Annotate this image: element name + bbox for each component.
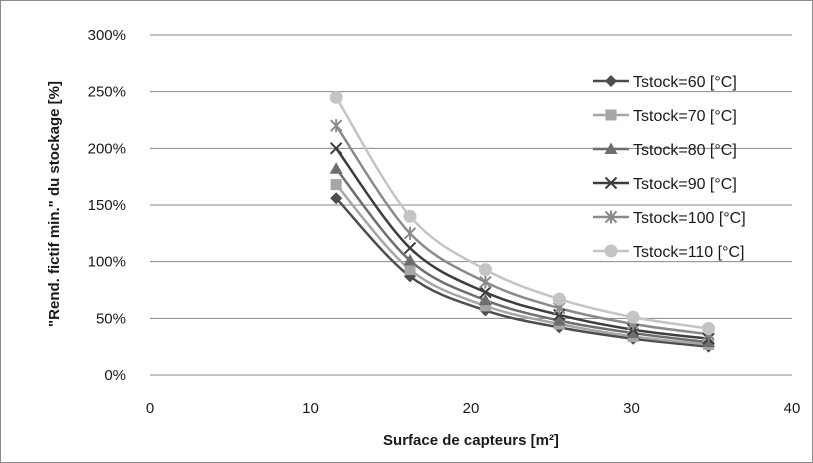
legend: Tstock=60 [°C] Tstock=70 [°C] Tstock=80 [°… — [593, 74, 746, 261]
data-point — [329, 90, 343, 104]
legend-item: Tstock=90 [°C] — [593, 176, 737, 193]
data-point — [626, 310, 640, 324]
x-tick-label: 0 — [146, 400, 154, 417]
data-point — [404, 264, 416, 276]
legend-label: Tstock=80 [°C] — [633, 142, 737, 159]
x-tick-label: 30 — [623, 400, 640, 417]
y-tick-label: 200% — [88, 140, 126, 157]
y-tick-label: 100% — [88, 254, 126, 271]
legend-item: Tstock=80 [°C] — [593, 142, 737, 159]
data-point — [403, 241, 417, 255]
legend-label: Tstock=100 [°C] — [633, 210, 746, 227]
data-point — [552, 314, 566, 326]
legend-item: Tstock=60 [°C] — [593, 74, 737, 91]
data-point — [479, 300, 491, 312]
x-tick-label: 20 — [463, 400, 480, 417]
x-axis-title: Surface de capteurs [m²] — [383, 432, 559, 449]
y-tick-label: 0% — [104, 367, 126, 384]
data-point — [330, 192, 343, 205]
legend-marker — [604, 210, 618, 224]
data-point — [479, 286, 492, 299]
x-tick-label: 40 — [784, 400, 801, 417]
series-markers — [329, 90, 716, 353]
data-point — [403, 226, 417, 240]
data-point — [478, 263, 492, 277]
legend-item: Tstock=110 [°C] — [593, 244, 744, 261]
data-point — [403, 209, 417, 223]
y-tick-label: 250% — [88, 84, 126, 101]
data-point — [329, 119, 343, 133]
data-point — [329, 162, 343, 174]
y-axis-title: "Rend. fictif min." du stockage [%] — [46, 81, 63, 327]
legend-marker — [605, 75, 617, 87]
axes: 0% 50% 100% 150% 200% 250% 300% 0 10 20 30 40 — [88, 27, 801, 417]
data-point — [479, 275, 492, 289]
legend-marker — [604, 176, 618, 190]
data-point — [702, 335, 716, 348]
legend-label: Tstock=60 [°C] — [633, 74, 737, 91]
legend-item: Tstock=70 [°C] — [593, 108, 737, 125]
data-point — [702, 322, 716, 336]
y-tick-label: 150% — [88, 197, 126, 214]
data-point — [403, 254, 417, 266]
legend-label: Tstock=90 [°C] — [633, 176, 737, 193]
data-point — [626, 326, 640, 339]
data-point — [478, 293, 492, 306]
data-point — [329, 142, 343, 155]
data-point — [330, 179, 342, 191]
legend-marker — [605, 109, 617, 121]
y-tick-label: 50% — [96, 310, 126, 327]
legend-label: Tstock=70 [°C] — [633, 108, 737, 125]
y-tick-label: 300% — [88, 27, 126, 44]
legend-marker — [604, 142, 618, 154]
legend-label: Tstock=110 [°C] — [633, 244, 744, 261]
legend-item: Tstock=100 [°C] — [593, 210, 746, 227]
data-point — [552, 292, 566, 306]
legend-marker — [604, 244, 618, 258]
x-tick-label: 10 — [302, 400, 319, 417]
